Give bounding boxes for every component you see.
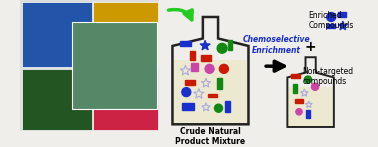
Text: +: +: [305, 40, 316, 54]
Bar: [217, 78, 222, 88]
Bar: [296, 99, 302, 103]
Bar: [182, 103, 194, 110]
Text: Non-targeted
compounds: Non-targeted compounds: [302, 67, 353, 86]
Bar: [93, 2, 158, 67]
Bar: [72, 22, 157, 109]
Bar: [22, 69, 91, 130]
Circle shape: [205, 64, 214, 73]
Circle shape: [311, 83, 319, 90]
Bar: [291, 74, 300, 78]
Circle shape: [219, 64, 228, 73]
Circle shape: [214, 104, 223, 112]
Polygon shape: [338, 21, 347, 30]
Bar: [208, 94, 217, 97]
Bar: [184, 80, 195, 85]
Text: Crude Natural
Product Mixture: Crude Natural Product Mixture: [175, 127, 246, 146]
Polygon shape: [287, 87, 334, 127]
Circle shape: [217, 43, 227, 53]
Bar: [225, 101, 230, 112]
Bar: [190, 51, 195, 60]
Bar: [191, 64, 198, 71]
Polygon shape: [200, 40, 210, 50]
Bar: [306, 110, 310, 118]
Bar: [228, 40, 232, 50]
Circle shape: [327, 12, 336, 21]
Bar: [20, 0, 159, 131]
Text: Chemoselective
Enrichment: Chemoselective Enrichment: [243, 35, 310, 55]
Circle shape: [304, 76, 311, 83]
Bar: [327, 24, 335, 28]
Bar: [293, 84, 297, 93]
Circle shape: [296, 109, 302, 115]
Bar: [180, 41, 191, 46]
Bar: [22, 2, 91, 67]
Polygon shape: [172, 60, 248, 124]
Bar: [338, 12, 346, 17]
FancyArrowPatch shape: [169, 10, 192, 20]
Bar: [201, 55, 211, 61]
Circle shape: [182, 88, 191, 97]
Bar: [93, 69, 158, 130]
Text: Enriched
Compounds: Enriched Compounds: [308, 11, 353, 30]
